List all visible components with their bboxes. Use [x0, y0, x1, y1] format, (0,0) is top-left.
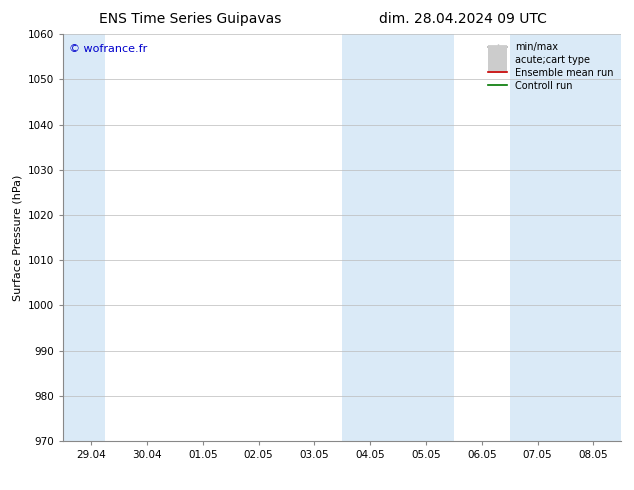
Legend: min/max, acute;cart type, Ensemble mean run, Controll run: min/max, acute;cart type, Ensemble mean … — [484, 38, 618, 95]
Text: dim. 28.04.2024 09 UTC: dim. 28.04.2024 09 UTC — [379, 12, 547, 26]
Bar — [342, 34, 454, 441]
Bar — [510, 34, 621, 441]
Text: © wofrance.fr: © wofrance.fr — [69, 45, 147, 54]
Y-axis label: Surface Pressure (hPa): Surface Pressure (hPa) — [13, 174, 23, 301]
Bar — [63, 34, 105, 441]
Text: ENS Time Series Guipavas: ENS Time Series Guipavas — [99, 12, 281, 26]
